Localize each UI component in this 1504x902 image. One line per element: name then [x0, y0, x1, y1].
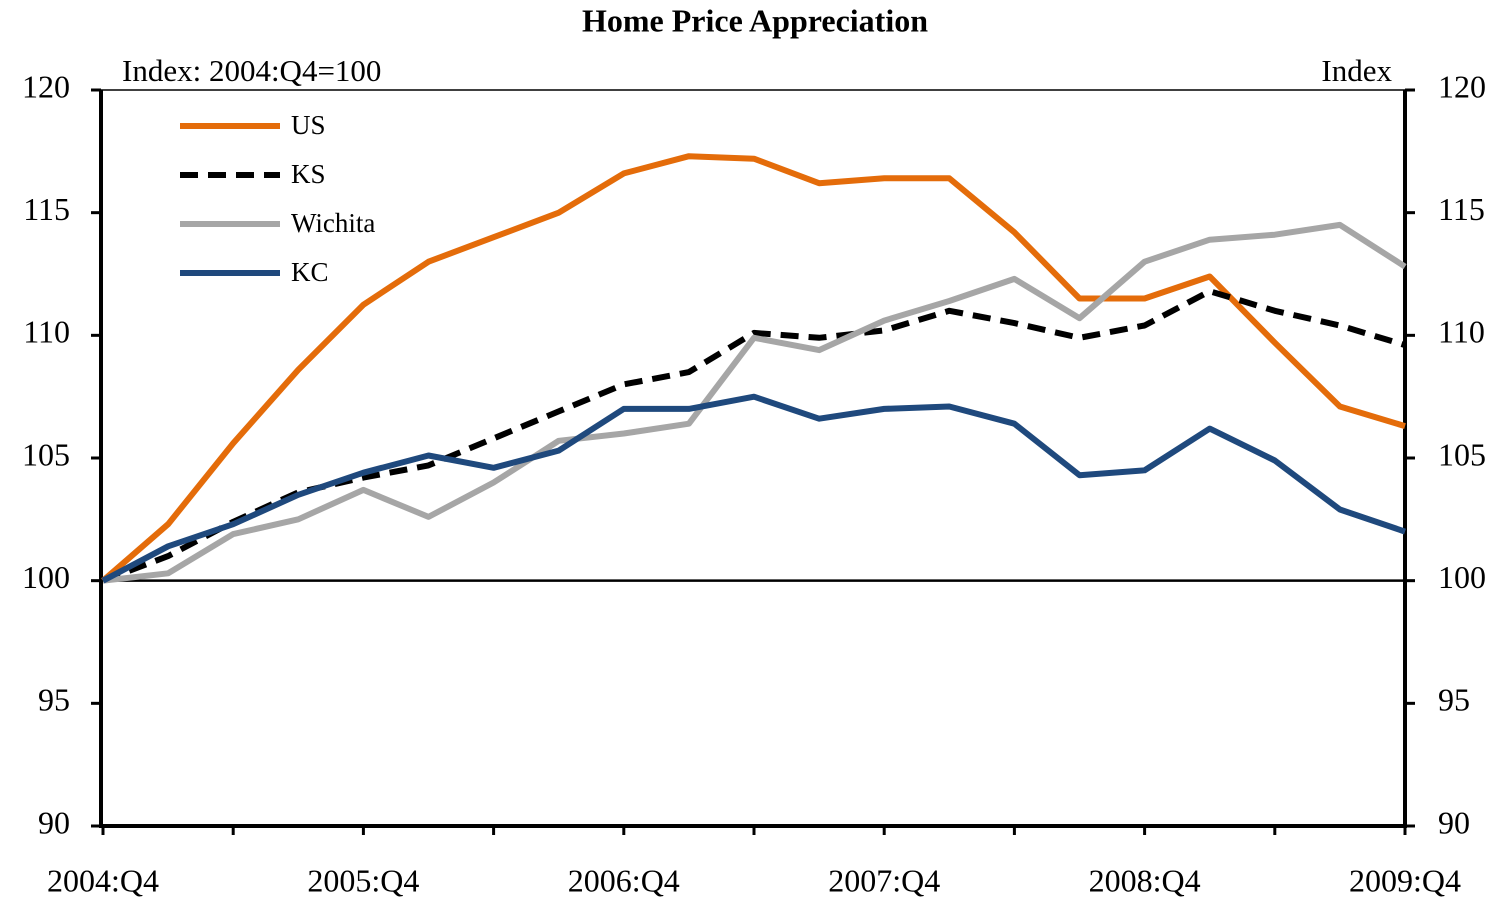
y-tick-label: 120	[22, 68, 70, 104]
y2-tick-label: 115	[1438, 191, 1485, 227]
chart-title: Home Price Appreciation	[582, 2, 928, 38]
y2-tick-label: 100	[1438, 559, 1486, 595]
y-tick-label: 95	[38, 682, 70, 718]
series-line	[101, 153, 1406, 583]
y-axis-label: Index: 2004:Q4=100	[122, 53, 381, 88]
x-tick-label: 2009:Q4	[1349, 862, 1461, 898]
y-tick-label: 100	[22, 559, 70, 595]
x-tick-label: 2004:Q4	[47, 862, 159, 898]
series-line	[101, 393, 1406, 584]
series-line	[101, 288, 1406, 584]
y2-tick-label: 110	[1438, 314, 1485, 350]
y-tick-label: 90	[38, 804, 70, 840]
legend-label: KS	[291, 159, 326, 189]
legend-label: US	[291, 110, 326, 140]
x-tick-label: 2005:Q4	[307, 862, 419, 898]
x-tick-label: 2007:Q4	[828, 862, 940, 898]
x-tick-label: 2006:Q4	[568, 862, 680, 898]
y2-axis-label: Index	[1321, 53, 1392, 88]
y-tick-label: 105	[22, 436, 70, 472]
series-line	[102, 221, 1407, 584]
y-tick-label: 110	[23, 314, 70, 350]
legend-label: KC	[291, 257, 329, 287]
y2-tick-label: 105	[1438, 436, 1486, 472]
y2-tick-label: 90	[1438, 804, 1470, 840]
legend-label: Wichita	[291, 208, 375, 238]
x-tick-label: 2008:Q4	[1089, 862, 1201, 898]
y2-tick-label: 120	[1438, 68, 1486, 104]
y2-tick-label: 95	[1438, 682, 1470, 718]
y-tick-label: 115	[23, 191, 70, 227]
